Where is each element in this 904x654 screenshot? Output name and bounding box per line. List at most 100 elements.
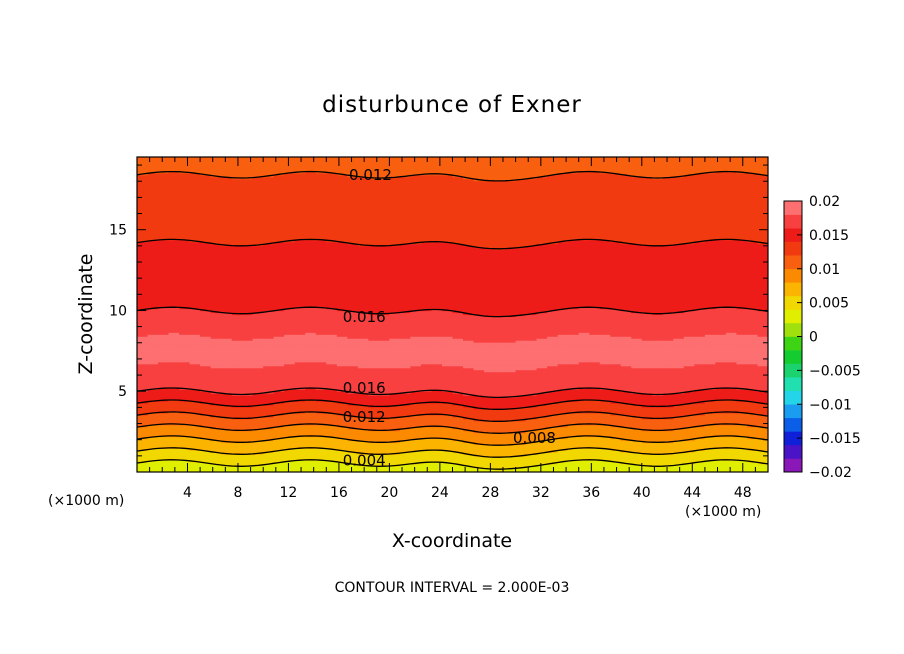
contour-fill-cell bbox=[336, 257, 348, 260]
contour-fill-cell bbox=[200, 385, 212, 388]
contour-fill-cell bbox=[410, 220, 422, 223]
contour-fill-cell bbox=[336, 273, 348, 276]
contour-fill-cell bbox=[284, 188, 296, 192]
contour-fill-cell bbox=[273, 367, 285, 371]
contour-fill-cell bbox=[242, 233, 254, 237]
contour-fill-cell bbox=[158, 192, 170, 196]
contour-fill-cell bbox=[294, 332, 306, 335]
contour-fill-cell bbox=[168, 281, 180, 284]
contour-fill-cell bbox=[389, 450, 401, 453]
contour-fill-cell bbox=[420, 361, 433, 365]
contour-fill-cell bbox=[147, 466, 159, 469]
contour-fill-cell bbox=[252, 162, 264, 166]
contour-fill-cell bbox=[420, 407, 433, 410]
contour-fill-cell bbox=[158, 379, 170, 383]
contour-fill-cell bbox=[452, 192, 464, 196]
contour-fill-cell bbox=[168, 206, 180, 209]
contour-fill-cell bbox=[452, 383, 464, 386]
contour-fill-cell bbox=[221, 202, 233, 205]
contour-fill-cell bbox=[336, 422, 348, 426]
contour-fill-cell bbox=[252, 259, 264, 262]
contour-fill-cell bbox=[221, 462, 233, 465]
contour-fill-cell bbox=[284, 373, 296, 377]
contour-fill-cell bbox=[410, 409, 422, 412]
contour-fill-cell bbox=[431, 237, 443, 241]
contour-fill-cell bbox=[399, 456, 412, 459]
contour-fill-cell bbox=[179, 326, 191, 329]
contour-fill-cell bbox=[336, 452, 348, 455]
contour-fill-cell bbox=[315, 160, 327, 164]
contour-fill-cell bbox=[294, 288, 306, 292]
contour-fill-cell bbox=[420, 462, 433, 465]
contour-fill-cell bbox=[273, 351, 285, 355]
contour-fill-cell bbox=[273, 426, 285, 430]
contour-fill-cell bbox=[399, 416, 412, 420]
contour-fill-cell bbox=[347, 281, 359, 284]
contour-fill-cell bbox=[231, 233, 243, 237]
contour-fill-cell bbox=[263, 241, 275, 245]
contour-fill-cell bbox=[147, 290, 159, 294]
contour-fill-cell bbox=[263, 294, 275, 298]
contour-fill-cell bbox=[242, 220, 254, 223]
contour-fill-cell bbox=[137, 462, 149, 465]
contour-fill-cell bbox=[273, 204, 285, 207]
contour-fill-cell bbox=[168, 379, 180, 383]
contour-fill-cell bbox=[179, 383, 191, 386]
contour-fill-cell bbox=[463, 466, 475, 469]
contour-fill-cell bbox=[200, 196, 212, 199]
contour-fill-cell bbox=[168, 391, 180, 394]
contour-fill-cell bbox=[137, 373, 149, 377]
contour-fill-cell bbox=[210, 401, 222, 404]
contour-fill-cell bbox=[168, 466, 180, 469]
contour-fill-cell bbox=[441, 342, 454, 345]
contour-fill-cell bbox=[242, 359, 254, 363]
contour-fill-cell bbox=[389, 424, 401, 428]
contour-fill-cell bbox=[231, 407, 243, 410]
contour-fill-cell bbox=[336, 344, 348, 347]
contour-fill-cell bbox=[294, 269, 306, 272]
contour-fill-cell bbox=[200, 367, 212, 371]
contour-fill-cell bbox=[252, 393, 264, 396]
contour-fill-cell bbox=[315, 283, 327, 286]
contour-fill-cell bbox=[210, 273, 222, 276]
contour-fill-cell bbox=[399, 340, 412, 343]
contour-fill-cell bbox=[378, 162, 390, 166]
contour-fill-cell bbox=[242, 460, 254, 463]
contour-fill-cell bbox=[389, 393, 401, 396]
contour-fill-cell bbox=[231, 267, 243, 270]
contour-fill-cell bbox=[399, 347, 412, 351]
contour-fill-cell bbox=[231, 284, 243, 288]
contour-fill-cell bbox=[326, 251, 338, 255]
contour-fill-cell bbox=[284, 342, 296, 345]
contour-fill-cell bbox=[284, 381, 296, 385]
contour-fill-cell bbox=[452, 279, 464, 282]
contour-fill-cell bbox=[168, 288, 180, 292]
contour-fill-cell bbox=[431, 418, 443, 422]
contour-fill-cell bbox=[410, 283, 422, 286]
contour-fill-cell bbox=[294, 190, 306, 194]
contour-fill-cell bbox=[420, 416, 433, 420]
contour-fill-cell bbox=[221, 255, 233, 259]
contour-fill-cell bbox=[242, 237, 254, 241]
contour-fill-cell bbox=[137, 296, 149, 300]
contour-fill-cell bbox=[368, 273, 380, 276]
contour-fill-cell bbox=[410, 162, 422, 166]
contour-fill-cell bbox=[252, 269, 264, 272]
contour-fill-cell bbox=[179, 340, 191, 343]
contour-fill-cell bbox=[347, 233, 359, 237]
contour-fill-cell bbox=[168, 444, 180, 448]
contour-fill-cell bbox=[378, 383, 390, 386]
contour-fill-cell bbox=[389, 164, 401, 168]
contour-fill-cell bbox=[263, 208, 275, 211]
contour-fill-cell bbox=[147, 351, 159, 355]
contour-fill-cell bbox=[368, 214, 380, 217]
contour-fill-cell bbox=[347, 379, 359, 383]
contour-fill-cell bbox=[210, 170, 222, 174]
contour-fill-cell bbox=[431, 178, 443, 182]
contour-fill-cell bbox=[168, 265, 180, 268]
contour-fill-cell bbox=[221, 387, 233, 390]
contour-fill-cell bbox=[378, 243, 390, 247]
contour-fill-cell bbox=[368, 231, 380, 235]
contour-fill-cell bbox=[326, 395, 338, 398]
contour-fill-cell bbox=[147, 216, 159, 219]
